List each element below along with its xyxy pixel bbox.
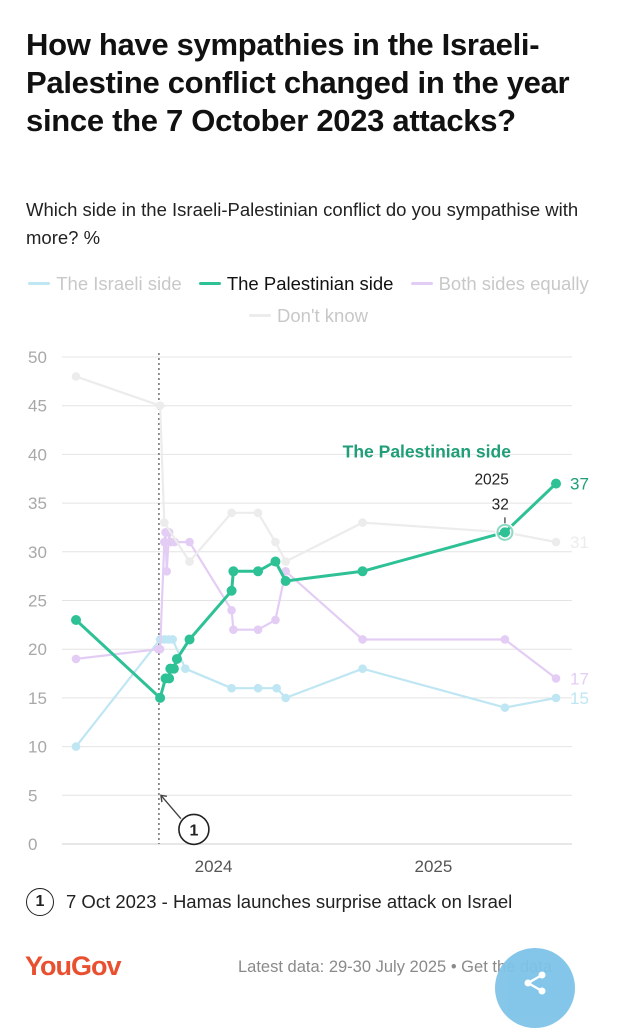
data-point-don-t-know-4 — [227, 508, 236, 518]
legend-item-israeli[interactable]: The Israeli side — [28, 268, 182, 300]
data-point-the-palestinian-side-12 — [280, 576, 291, 587]
data-point-the-palestinian-side-6 — [171, 653, 182, 664]
data-point-both-sides-equally-15 — [358, 635, 367, 644]
y-tick-label-20: 20 — [28, 640, 47, 659]
event-marker-badge — [178, 813, 210, 846]
y-tick-label-25: 25 — [28, 592, 47, 611]
x-tick-label-2025: 2025 — [415, 857, 453, 876]
footnote-number-badge: 1 — [26, 888, 54, 916]
event-marker-arrowhead — [160, 794, 168, 803]
y-tick-label-0: 0 — [28, 835, 37, 854]
legend-item-dont-know[interactable]: Don't know — [249, 300, 368, 332]
data-point-don-t-know-3 — [185, 557, 194, 566]
series-line-the-palestinian-side — [74, 482, 558, 700]
end-label-don-t-know: 31 — [570, 533, 589, 552]
series-line-don-t-know — [74, 375, 558, 563]
footnote-text: 7 Oct 2023 - Hamas launches surprise att… — [66, 891, 513, 912]
data-point-the-israeli-side-0 — [71, 742, 81, 751]
end-label-the-israeli-side: 15 — [570, 689, 589, 708]
data-point-don-t-know-0 — [71, 372, 81, 381]
x-tick-label-2024: 2024 — [195, 857, 233, 876]
data-point-the-israeli-side-6 — [227, 683, 236, 693]
y-tick-label-30: 30 — [28, 543, 47, 562]
yougov-logo[interactable]: YouGov — [25, 951, 122, 981]
annotation-year: 2025 — [474, 471, 508, 488]
annotation-point — [499, 527, 510, 538]
data-point-don-t-know-5 — [253, 508, 263, 518]
data-point-the-israeli-side-8 — [272, 683, 281, 693]
y-tick-label-45: 45 — [28, 397, 47, 416]
legend-label-dont-know: Don't know — [277, 305, 368, 326]
data-point-the-israeli-side-11 — [500, 703, 510, 712]
legend-label-israeli: The Israeli side — [56, 273, 182, 294]
data-point-the-palestinian-side-15 — [551, 478, 561, 489]
data-point-the-palestinian-side-1 — [155, 692, 166, 703]
data-point-the-palestinian-side-8 — [226, 585, 237, 596]
legend-item-palestinian[interactable]: The Palestinian side — [198, 268, 394, 300]
series-line-the-israeli-side — [74, 638, 558, 748]
data-point-both-sides-equally-13 — [271, 615, 280, 625]
legend-label-both: Both sides equally — [438, 273, 589, 294]
data-point-don-t-know-8 — [358, 518, 367, 527]
y-tick-label-10: 10 — [28, 738, 47, 757]
data-point-the-palestinian-side-10 — [253, 566, 264, 577]
y-tick-label-35: 35 — [28, 494, 47, 513]
data-point-the-palestinian-side-13 — [357, 566, 368, 577]
data-point-the-palestinian-side-5 — [168, 663, 179, 674]
data-point-don-t-know-1 — [155, 401, 165, 410]
legend-swatch-israeli — [28, 281, 51, 285]
series-line-both-sides-equally — [74, 531, 558, 680]
data-point-both-sides-equally-9 — [185, 537, 194, 547]
data-point-the-palestinian-side-7 — [184, 634, 195, 645]
data-point-the-israeli-side-9 — [281, 693, 290, 703]
data-point-both-sides-equally-17 — [551, 674, 561, 683]
source-note[interactable]: Latest data: 29-30 July 2025 • Get the d… — [238, 958, 552, 976]
data-point-both-sides-equally-5 — [162, 566, 172, 576]
data-point-the-israeli-side-10 — [358, 664, 367, 673]
share-button[interactable] — [495, 948, 575, 1028]
data-point-don-t-know-10 — [551, 537, 561, 547]
legend-swatch-both — [410, 281, 433, 285]
data-point-both-sides-equally-11 — [229, 625, 238, 635]
y-tick-label-5: 5 — [28, 786, 37, 805]
legend-swatch-dont-know — [249, 313, 272, 317]
data-point-the-palestinian-side-11 — [270, 556, 281, 567]
legend-swatch-palestinian — [198, 281, 221, 285]
data-point-both-sides-equally-2 — [155, 644, 165, 654]
data-point-the-israeli-side-5 — [181, 664, 190, 673]
y-tick-label-40: 40 — [28, 445, 47, 464]
data-point-the-israeli-side-4 — [168, 635, 178, 644]
data-point-both-sides-equally-14 — [281, 566, 290, 576]
y-tick-label-15: 15 — [28, 689, 47, 708]
annotation-ring — [496, 523, 514, 541]
data-point-the-palestinian-side-0 — [71, 614, 81, 625]
legend-label-palestinian: The Palestinian side — [226, 273, 394, 294]
event-marker-pointer — [160, 794, 182, 820]
chart-legend: The Israeli side The Palestinian side Bo… — [20, 268, 597, 332]
data-point-both-sides-equally-10 — [227, 605, 236, 615]
data-point-the-israeli-side-7 — [253, 683, 263, 693]
legend-item-both[interactable]: Both sides equally — [410, 268, 589, 300]
series-annotation-label: The Palestinian side — [343, 441, 512, 461]
data-point-both-sides-equally-3 — [160, 537, 169, 547]
share-icon — [524, 971, 546, 995]
data-point-the-palestinian-side-9 — [228, 566, 239, 577]
data-point-don-t-know-6 — [271, 537, 280, 547]
end-label-both-sides-equally: 17 — [570, 669, 589, 688]
data-point-the-palestinian-side-3 — [164, 673, 175, 684]
data-point-the-israeli-side-12 — [551, 693, 561, 703]
chart-title: How have sympathies in the Israeli-Pales… — [26, 27, 570, 138]
data-point-don-t-know-7 — [281, 557, 290, 566]
annotation-value: 32 — [492, 496, 509, 513]
end-label-the-palestinian-side: 37 — [570, 475, 589, 494]
data-point-both-sides-equally-12 — [253, 625, 263, 635]
event-footnote: 1 7 Oct 2023 - Hamas launches surprise a… — [26, 888, 512, 916]
chart-subtitle: Which side in the Israeli-Palestinian co… — [26, 199, 579, 248]
data-point-both-sides-equally-0 — [71, 654, 81, 664]
event-marker-badge-number: 1 — [189, 822, 198, 839]
data-point-don-t-know-2 — [160, 518, 169, 527]
data-point-both-sides-equally-16 — [500, 635, 510, 644]
y-tick-label-50: 50 — [28, 348, 47, 367]
